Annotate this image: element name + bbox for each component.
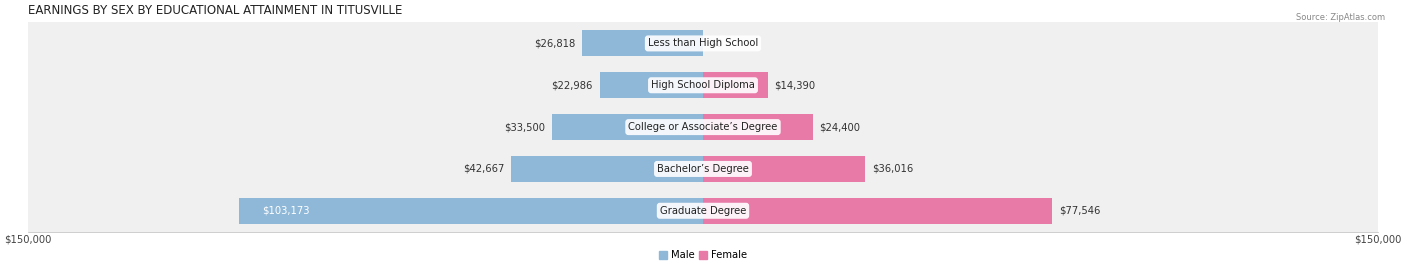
Text: Graduate Degree: Graduate Degree xyxy=(659,206,747,216)
Text: $103,173: $103,173 xyxy=(262,206,309,216)
Text: College or Associate’s Degree: College or Associate’s Degree xyxy=(628,122,778,132)
Bar xyxy=(703,198,1052,224)
Bar xyxy=(582,31,703,56)
Text: Source: ZipAtlas.com: Source: ZipAtlas.com xyxy=(1296,13,1385,23)
Text: Less than High School: Less than High School xyxy=(648,38,758,49)
Bar xyxy=(510,156,703,182)
Bar xyxy=(703,72,768,98)
Text: $33,500: $33,500 xyxy=(505,122,546,132)
FancyBboxPatch shape xyxy=(28,0,1378,268)
Text: $0: $0 xyxy=(710,38,723,49)
Text: $36,016: $36,016 xyxy=(872,164,912,174)
FancyBboxPatch shape xyxy=(28,0,1378,268)
Text: $77,546: $77,546 xyxy=(1059,206,1099,216)
Bar xyxy=(239,198,703,224)
Text: $22,986: $22,986 xyxy=(551,80,593,90)
Bar xyxy=(703,156,865,182)
FancyBboxPatch shape xyxy=(28,0,1378,268)
FancyBboxPatch shape xyxy=(28,0,1378,268)
Text: Bachelor’s Degree: Bachelor’s Degree xyxy=(657,164,749,174)
Text: $24,400: $24,400 xyxy=(820,122,860,132)
Bar xyxy=(553,114,703,140)
Bar xyxy=(599,72,703,98)
Text: High School Diploma: High School Diploma xyxy=(651,80,755,90)
FancyBboxPatch shape xyxy=(28,0,1378,268)
Text: $14,390: $14,390 xyxy=(775,80,815,90)
Bar xyxy=(703,114,813,140)
Text: $42,667: $42,667 xyxy=(463,164,505,174)
Text: $26,818: $26,818 xyxy=(534,38,575,49)
Text: EARNINGS BY SEX BY EDUCATIONAL ATTAINMENT IN TITUSVILLE: EARNINGS BY SEX BY EDUCATIONAL ATTAINMEN… xyxy=(28,4,402,17)
Legend: Male, Female: Male, Female xyxy=(655,246,751,264)
